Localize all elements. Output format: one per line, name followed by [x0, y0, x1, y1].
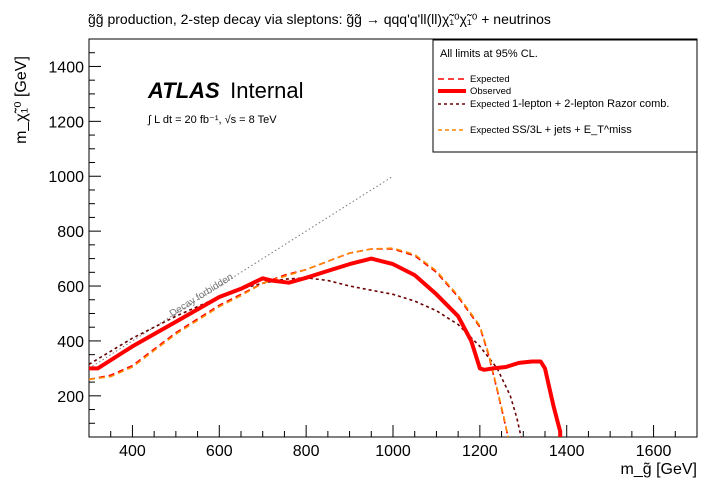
x-tick-label: 1000 — [375, 443, 411, 460]
x-tick-label: 800 — [293, 443, 320, 460]
luminosity-label: ∫ L dt = 20 fb⁻¹, √s = 8 TeV — [147, 114, 277, 126]
series-line-ss3l_expected — [88, 247, 509, 438]
y-tick-label: 800 — [57, 224, 84, 241]
axis-ticks: 400 600 800 1000 1200 1400 1600 200 400 600 800 100… — [48, 38, 698, 460]
data-curves — [88, 175, 563, 438]
chart-title: g̃g̃ production, 2-step decay via slepto… — [88, 11, 551, 27]
y-tick-label: 600 — [57, 279, 84, 296]
x-tick-label: 600 — [206, 443, 233, 460]
experiment-name: ATLAS — [147, 78, 220, 103]
x-tick-label: 1400 — [549, 443, 585, 460]
series-line-expected — [88, 248, 509, 438]
y-tick-label: 1400 — [48, 59, 84, 76]
legend-header: All limits at 95% CL. — [440, 48, 538, 60]
x-tick-label: 400 — [119, 443, 146, 460]
legend-label-razor: Expected — [470, 99, 510, 110]
legend-label-expected: Expected — [470, 74, 510, 85]
series-line-diagonal — [88, 175, 394, 369]
series-line-razor_expected — [88, 276, 522, 438]
x-axis-label: m_g̃ [GeV] — [621, 461, 697, 478]
experiment-status: Internal — [230, 78, 303, 103]
y-tick-label: 1200 — [48, 114, 84, 131]
legend-label-observed: Observed — [470, 86, 511, 97]
legend-label-razor-extra: 1-lepton + 2-lepton Razor comb. — [512, 98, 669, 110]
legend: All limits at 95% CL. Expected Observed … — [432, 39, 698, 153]
legend-box — [432, 39, 698, 153]
y-tick-label: 1000 — [48, 169, 84, 186]
y-tick-label: 200 — [57, 389, 84, 406]
legend-label-ss3l-extra: SS/3L + jets + E_T^miss — [512, 124, 632, 136]
atlas-label: ATLAS Internal — [147, 78, 304, 103]
series-line-observed — [89, 256, 563, 437]
y-axis-label: m_χ̃₁⁰ [GeV] — [13, 56, 30, 144]
legend-label-ss3l: Expected — [470, 125, 510, 136]
x-tick-label: 1600 — [636, 443, 672, 460]
y-tick-label: 400 — [57, 334, 84, 351]
x-tick-label: 1200 — [462, 443, 498, 460]
